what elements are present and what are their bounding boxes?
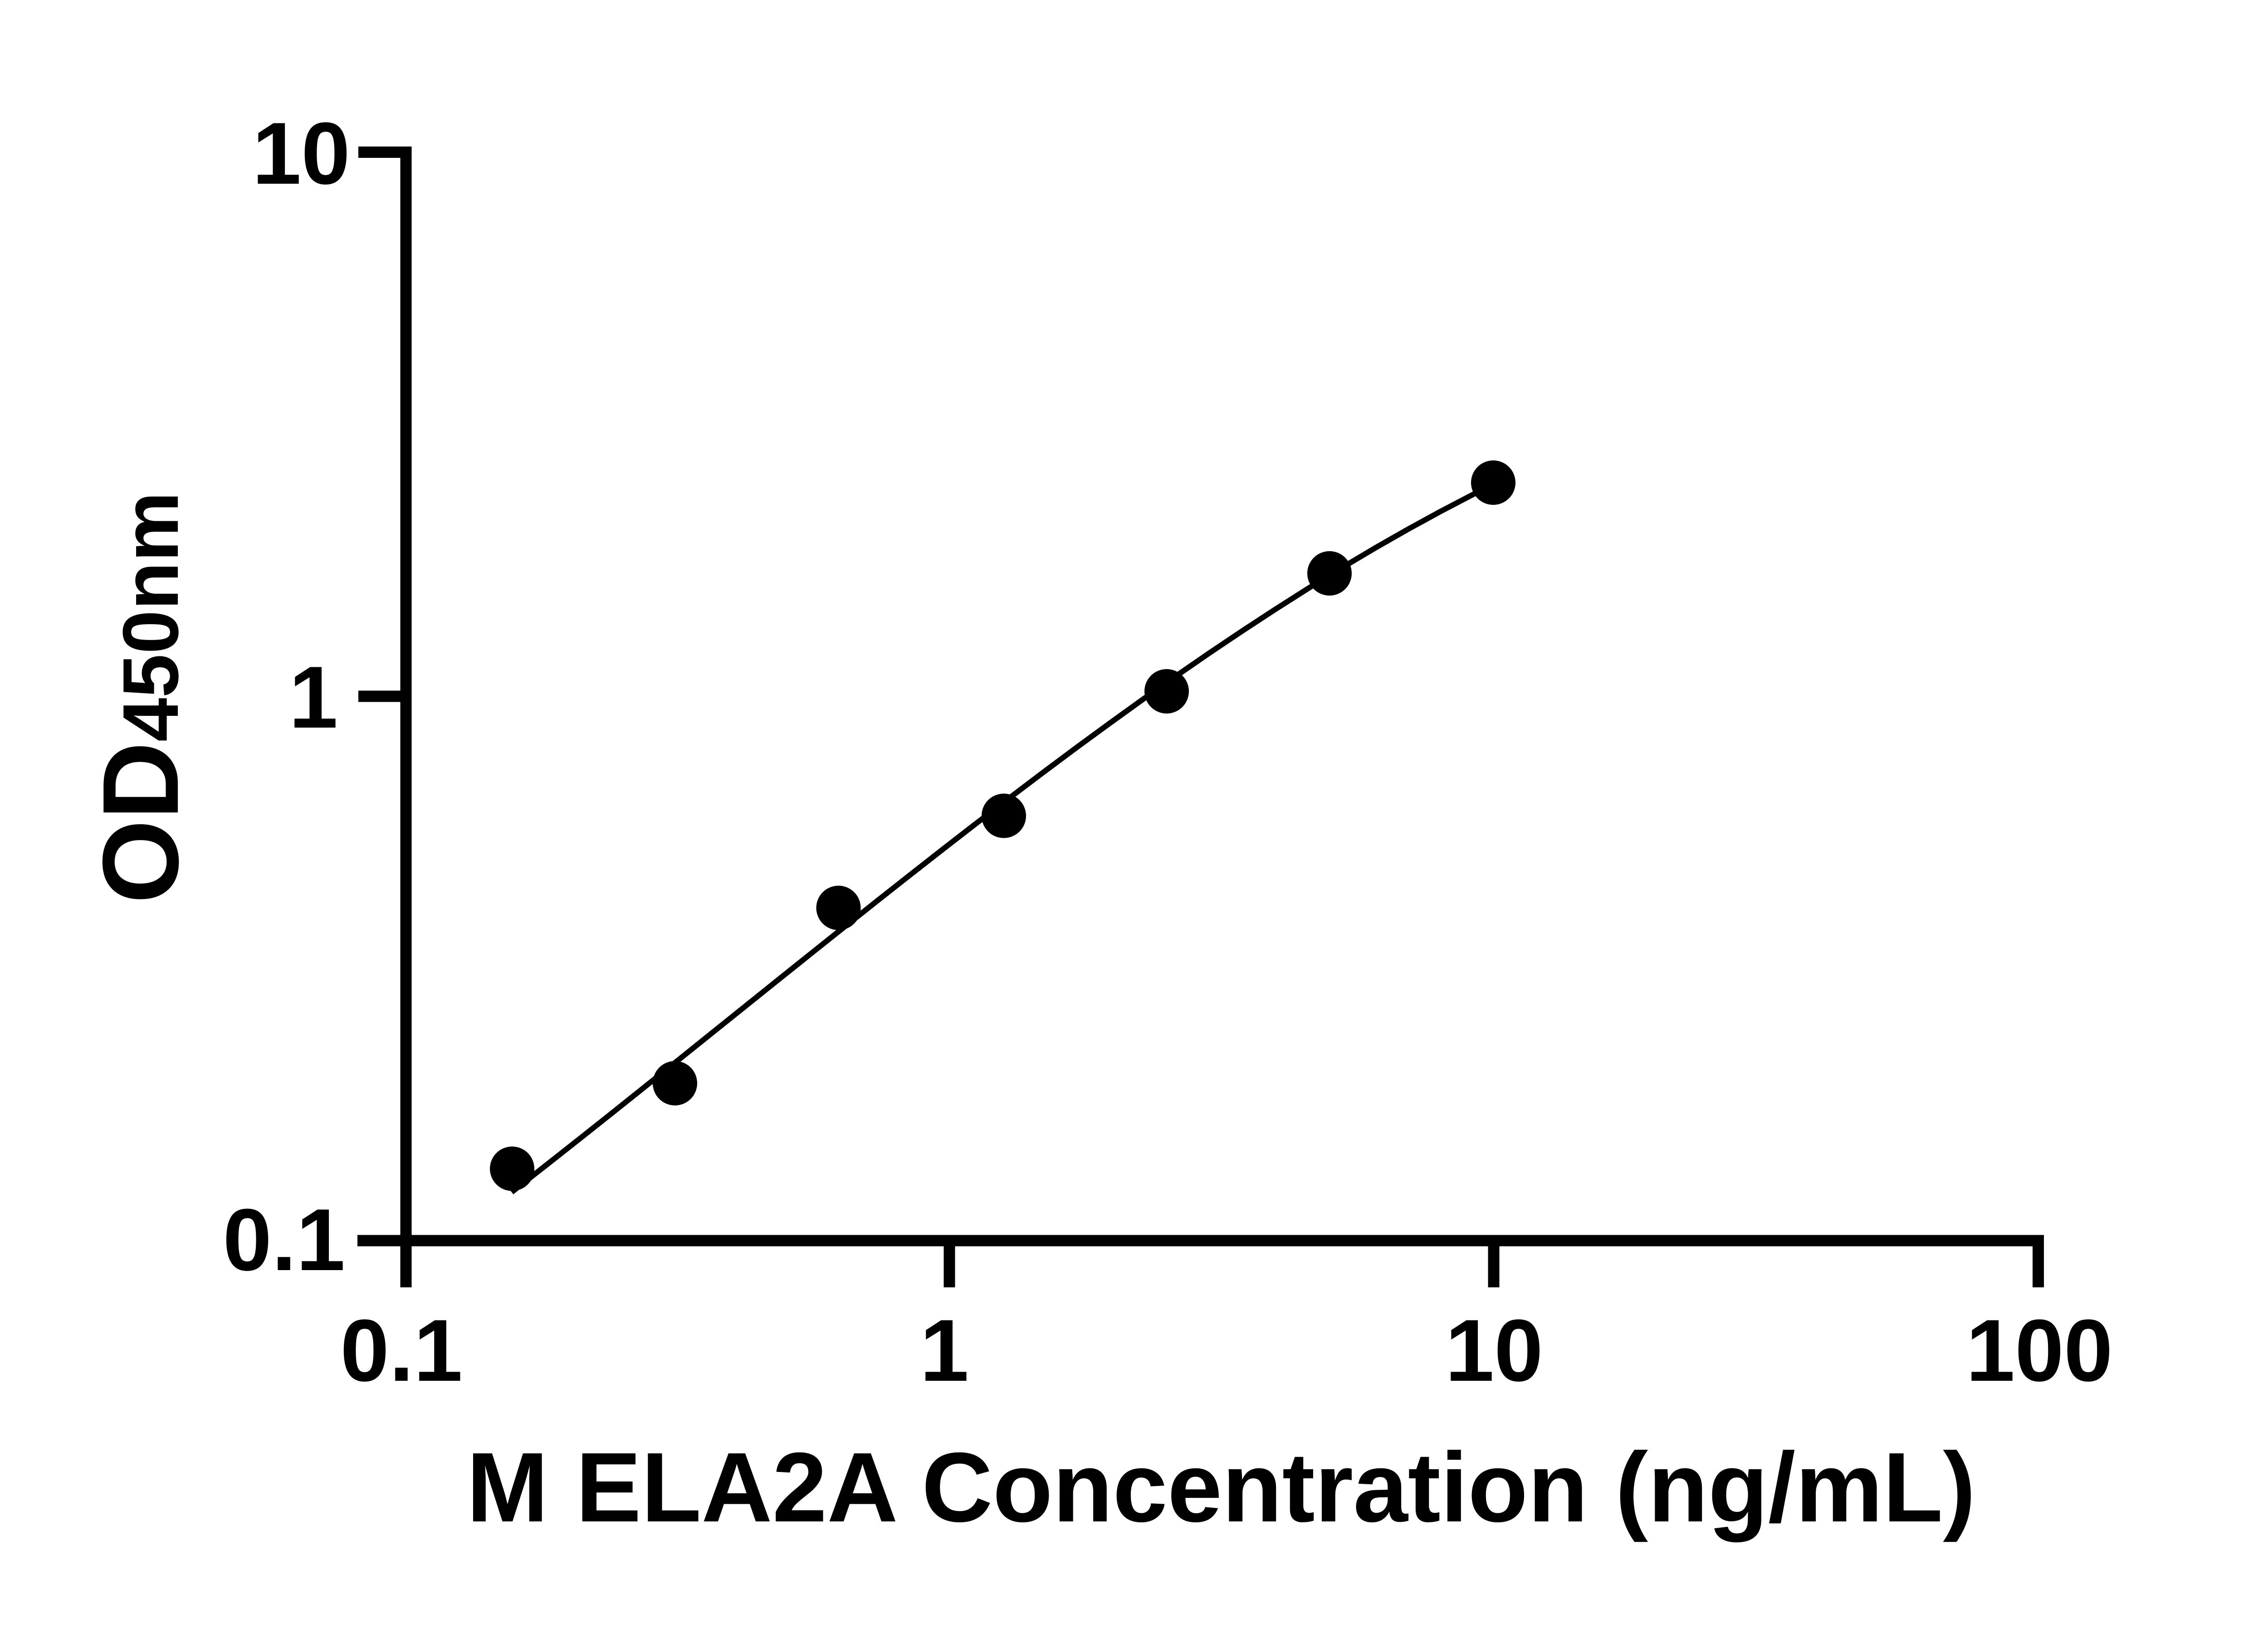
- svg-text:10: 10: [252, 104, 350, 203]
- svg-text:100: 100: [1966, 1301, 2113, 1400]
- svg-text:0.1: 0.1: [340, 1301, 463, 1400]
- svg-text:M ELA2A Concentration (ng/mL): M ELA2A Concentration (ng/mL): [467, 1433, 1976, 1543]
- svg-text:10: 10: [1445, 1301, 1543, 1400]
- svg-text:0.1: 0.1: [223, 1191, 345, 1289]
- svg-text:1: 1: [920, 1301, 969, 1400]
- svg-text:OD450nm: OD450nm: [81, 492, 201, 904]
- svg-text:1: 1: [289, 648, 338, 747]
